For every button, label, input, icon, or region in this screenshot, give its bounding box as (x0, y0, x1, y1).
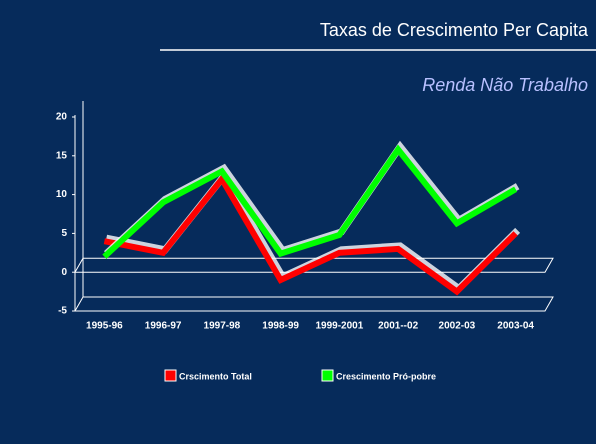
series-line (103, 173, 518, 296)
chart-subtitle: Renda Não Trabalho (422, 75, 588, 95)
x-tick-label: 1997-98 (204, 321, 241, 332)
series-line (102, 144, 518, 259)
x-tick-label: 1996-97 (145, 321, 182, 332)
floor (74, 296, 554, 312)
x-tick-label: 1998-99 (262, 321, 299, 332)
legend-label: Crscimento Total (179, 371, 252, 381)
y-tick-label: 20 (56, 112, 68, 123)
y-tick-label: 0 (61, 267, 67, 278)
y-tick-label: 10 (56, 189, 68, 200)
y-tick-label: 15 (56, 150, 68, 161)
x-tick-label: 1999-2001 (315, 321, 363, 332)
y-tick-label: -5 (58, 306, 67, 317)
chart-title: Taxas de Crescimento Per Capita (320, 20, 589, 40)
zero-plane (74, 257, 554, 273)
x-tick-label: 2002-03 (439, 321, 476, 332)
x-tick-label: 1995-96 (86, 321, 123, 332)
legend-label: Crescimento Pró-pobre (336, 371, 436, 381)
legend-swatch (164, 369, 177, 382)
x-tick-label: 2001--02 (378, 321, 418, 332)
legend-swatch (321, 369, 334, 382)
y-tick-label: 5 (61, 228, 67, 239)
x-tick-label: 2003-04 (497, 321, 534, 332)
